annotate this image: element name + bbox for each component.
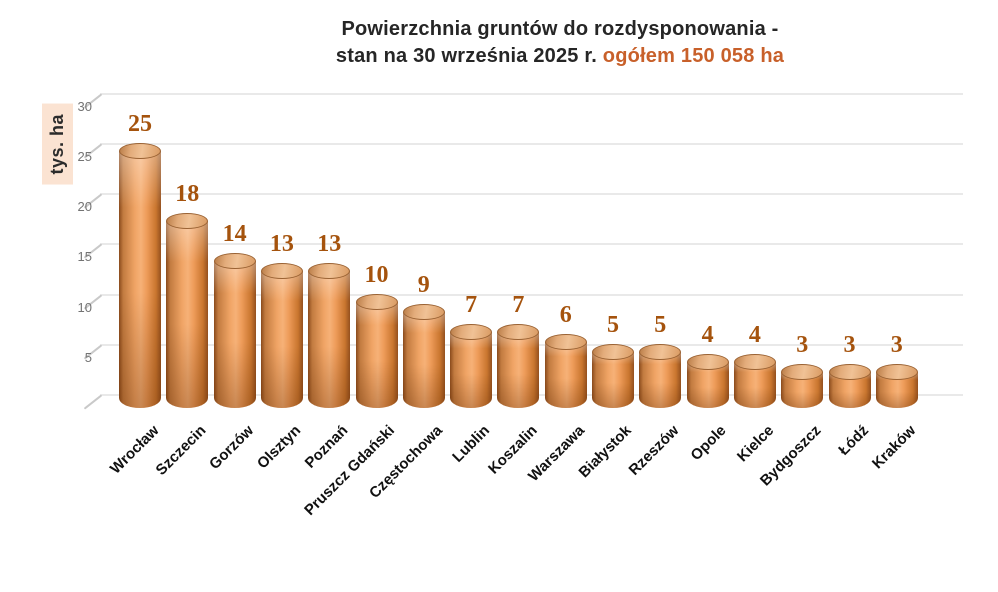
x-tick-label: Łódź	[834, 422, 872, 459]
bar-value-label: 18	[175, 181, 200, 208]
chart-title-date: stan na 30 września 2025 r.	[335, 45, 598, 67]
x-tick-label: Rzeszów	[625, 422, 683, 479]
bar-cylinder-top	[544, 333, 587, 350]
gridline	[100, 243, 963, 246]
y-tick-label: 15	[77, 249, 92, 265]
chart-title-line1: Powierzchnia gruntów do rozdysponowania …	[341, 18, 779, 40]
x-tick-label: Olsztyn	[253, 422, 304, 473]
x-tick-label: Szczecin	[152, 422, 210, 479]
bar-cylinder	[308, 271, 351, 408]
bar-cylinder	[544, 341, 587, 408]
x-tick-label: Wrocław	[106, 422, 163, 478]
bar-cylinder-top	[592, 343, 634, 360]
bar-value-label: 3	[796, 331, 809, 358]
bar-value-label: 9	[417, 271, 430, 298]
y-axis-label: tys. ha	[42, 104, 73, 185]
gridline	[100, 193, 963, 196]
x-tick-label: Kielce	[733, 422, 777, 466]
bar-cylinder-top	[166, 213, 209, 230]
bar-value-label: 6	[559, 301, 572, 328]
bar-cylinder-top	[686, 353, 729, 370]
bar-cylinder-top	[450, 323, 493, 340]
x-tick-label: Gorzów	[205, 422, 257, 473]
bar-cylinder-top	[875, 363, 918, 380]
gridline	[100, 293, 963, 296]
y-tick-label: 10	[77, 299, 92, 315]
axis-tick-mark	[83, 394, 103, 410]
bar-cylinder-top	[213, 253, 256, 270]
bar-value-label: 3	[890, 331, 903, 358]
bar-cylinder	[402, 311, 445, 408]
y-tick-label: 5	[84, 349, 92, 365]
bar-cylinder	[450, 331, 493, 408]
bar-cylinder	[166, 221, 209, 408]
bar-cylinder	[355, 301, 398, 408]
bar-value-label: 10	[364, 261, 389, 288]
bar-cylinder	[260, 271, 303, 408]
bar-cylinder	[592, 351, 634, 408]
y-tick-label: 25	[77, 149, 92, 164]
x-tick-label: Kraków	[868, 422, 919, 473]
bar-value-label: 4	[701, 321, 714, 348]
bar-value-label: 5	[654, 311, 667, 338]
bar-cylinder-top	[355, 293, 398, 310]
chart-title: Powierzchnia gruntów do rozdysponowania …	[180, 16, 940, 70]
bar-cylinder	[497, 331, 540, 408]
bar-value-label: 13	[317, 231, 342, 258]
bar-value-label: 13	[269, 231, 294, 258]
bar-cylinder-top	[119, 143, 161, 159]
bar-cylinder	[213, 261, 256, 408]
bar-cylinder	[639, 351, 682, 408]
bar-cylinder-top	[497, 323, 540, 340]
bar-cylinder-top	[260, 263, 303, 280]
bar-value-label: 14	[222, 221, 247, 248]
bar-cylinder-top	[402, 303, 445, 320]
bar-cylinder-top	[733, 353, 776, 370]
bar-cylinder-top	[639, 343, 682, 360]
gridline	[100, 92, 963, 95]
x-tick-label: Opole	[687, 422, 730, 465]
bar-value-label: 4	[748, 321, 761, 348]
gridline	[100, 143, 963, 145]
y-tick-label: 20	[77, 199, 92, 215]
x-tick-label: Lublin	[449, 422, 494, 466]
bar-cylinder	[119, 151, 161, 408]
bar-value-label: 25	[128, 111, 152, 137]
bar-cylinder-top	[828, 363, 871, 380]
bar-cylinder-top	[781, 363, 824, 380]
chart-title-line2: stan na 30 września 2025 r. ogółem 150 0…	[180, 43, 940, 70]
bar-value-label: 3	[843, 331, 856, 358]
bar-cylinder-top	[308, 263, 351, 280]
bar-value-label: 7	[512, 291, 525, 318]
chart-title-total: ogółem 150 058 ha	[602, 45, 785, 67]
bar-value-label: 5	[607, 311, 619, 338]
y-tick-label: 30	[77, 98, 92, 114]
bar-value-label: 7	[465, 291, 478, 318]
